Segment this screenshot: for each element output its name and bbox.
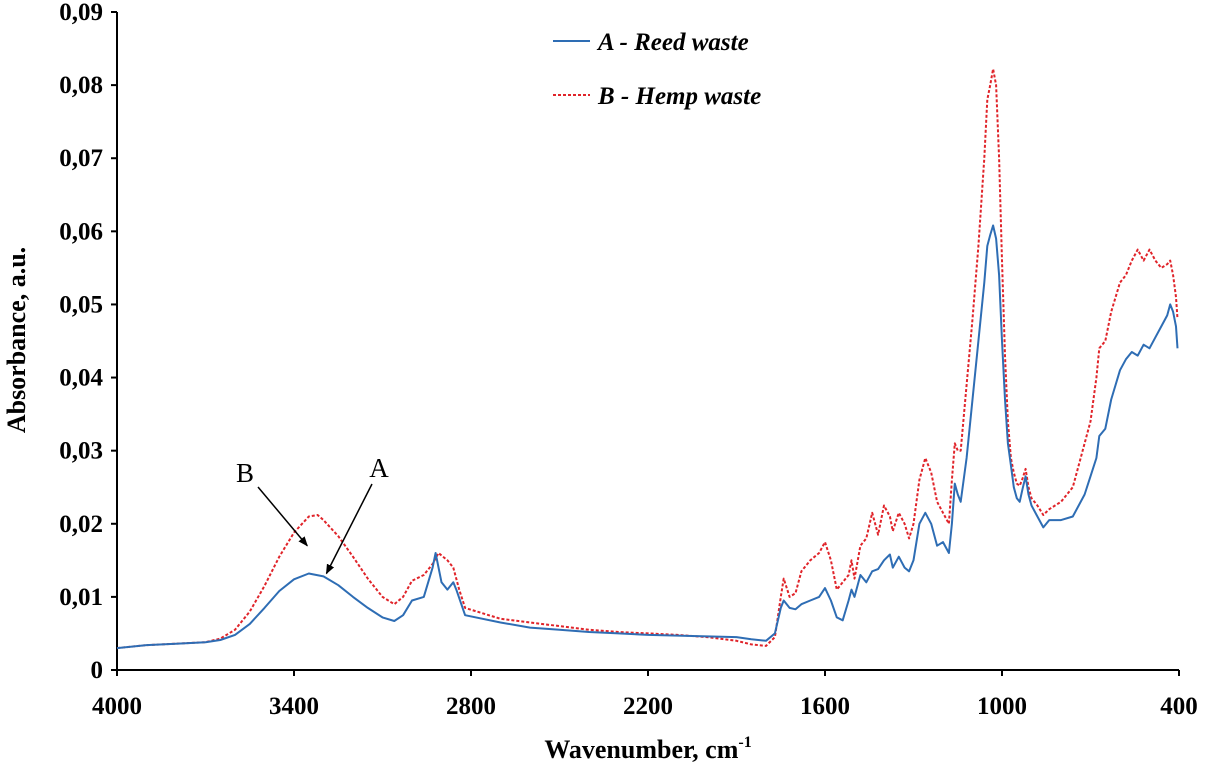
- x-tick-label: 400: [1160, 693, 1198, 720]
- y-tick-label: 0,05: [59, 291, 103, 318]
- y-tick-label: 0,03: [59, 438, 103, 465]
- annotation-layer: B A: [236, 453, 389, 575]
- legend: A - Reed waste B - Hemp waste: [553, 29, 761, 110]
- x-tick-label: 2800: [446, 693, 496, 720]
- x-tick-label: 1600: [800, 693, 850, 720]
- y-tick-label: 0,06: [59, 218, 103, 245]
- x-tick-label: 3400: [269, 693, 319, 720]
- y-tick-label: 0,07: [59, 145, 103, 172]
- y-axis: 0 0,01 0,02 0,03 0,04 0,05 0,06 0,07 0,08 0,09: [59, 0, 118, 684]
- x-axis-title-superscript: -1: [738, 734, 751, 751]
- y-tick-label: 0,01: [59, 584, 103, 611]
- x-tick-label: 2200: [623, 693, 673, 720]
- x-axis: 4000 3400 2800 2200 1600 1000 400: [92, 669, 1198, 720]
- y-tick-label: 0,08: [59, 72, 103, 99]
- series-line-hemp-waste: [116, 68, 1179, 650]
- annotation-a-label: A: [369, 453, 389, 483]
- annotation-b-arrow: [257, 486, 308, 547]
- x-axis-title-text: Wavenumber, cm: [544, 735, 738, 764]
- legend-label-reed: A - Reed waste: [596, 29, 749, 56]
- x-tick-label: 4000: [92, 693, 142, 720]
- annotation-a-arrow: [325, 483, 373, 575]
- series-layer: [116, 68, 1179, 650]
- y-tick-label: 0,02: [59, 511, 103, 538]
- y-axis-title: Absorbance, a.u.: [2, 247, 31, 433]
- x-axis-title: Wavenumber, cm-1: [544, 734, 751, 764]
- legend-label-hemp: B - Hemp waste: [597, 83, 761, 110]
- annotation-b-label: B: [236, 458, 254, 488]
- y-tick-label: 0,04: [59, 365, 103, 392]
- x-tick-label: 1000: [977, 693, 1027, 720]
- y-tick-label: 0: [91, 657, 104, 684]
- y-tick-label: 0,09: [59, 0, 103, 26]
- series-line-reed-waste: [116, 224, 1179, 650]
